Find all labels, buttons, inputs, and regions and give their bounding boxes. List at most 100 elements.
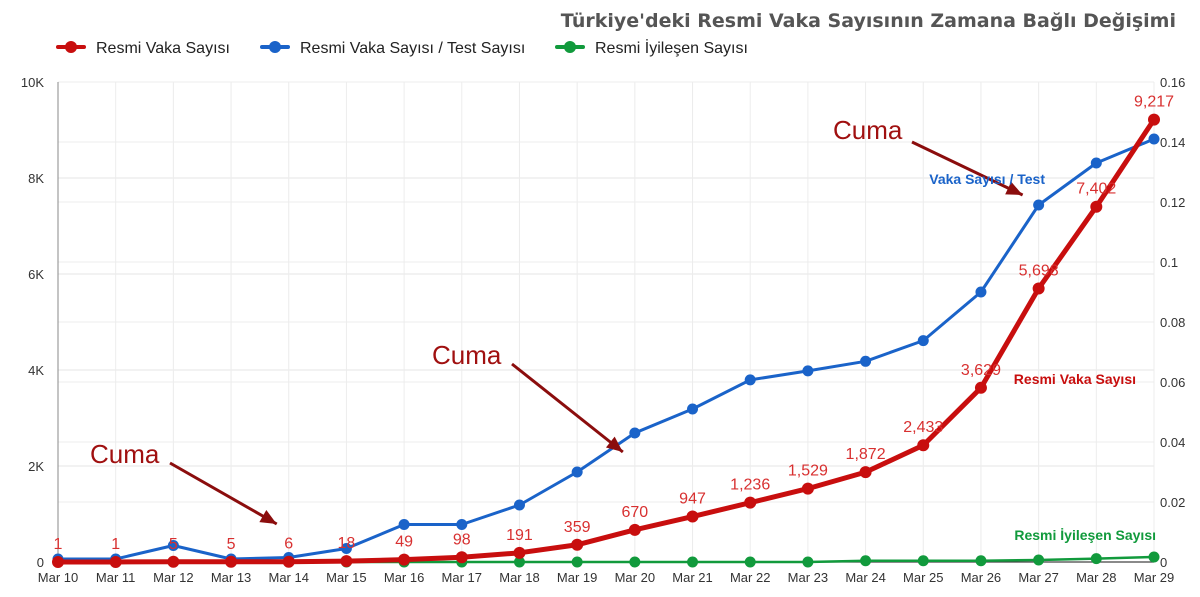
data-point	[974, 381, 987, 394]
data-point	[340, 543, 352, 554]
legend-swatch-dot	[564, 41, 576, 53]
data-point	[744, 374, 756, 386]
data-point	[744, 556, 756, 568]
data-point	[860, 555, 872, 567]
x-tick-label: Mar 20	[615, 570, 655, 585]
annotation-arrow-line	[511, 362, 624, 454]
data-point	[687, 403, 699, 415]
data-point	[340, 555, 353, 568]
data-point	[975, 286, 987, 298]
data-label: 359	[564, 519, 591, 536]
legend-entry: Resmi Vaka Sayısı	[96, 40, 230, 57]
x-tick-label: Mar 12	[153, 570, 193, 585]
data-point	[917, 335, 929, 347]
data-point	[975, 555, 987, 567]
y-left-tick-label: 4K	[28, 363, 44, 378]
x-tick-label: Mar 28	[1076, 570, 1116, 585]
chart-title: Türkiye'deki Resmi Vaka Sayısının Zamana…	[561, 10, 1176, 32]
data-point	[1090, 553, 1102, 565]
series-points	[52, 113, 1160, 568]
data-label: 1	[111, 536, 120, 553]
data-label: 1,236	[730, 477, 770, 494]
x-tick-label: Mar 21	[672, 570, 712, 585]
data-label: 98	[453, 531, 471, 548]
data-point	[744, 496, 757, 509]
x-tick-label: Mar 13	[211, 570, 251, 585]
data-labels: 1 1 5 5 6 18 49 98 191 359 670 947 1,236 1,529 1,872 2,…	[54, 94, 1175, 553]
data-point	[802, 365, 814, 377]
grid	[57, 81, 1155, 563]
legend-swatch-dot	[269, 41, 281, 53]
data-point	[860, 355, 872, 367]
series-inline-label: Resmi İyileşen Sayısı	[1014, 527, 1156, 543]
data-point	[1032, 282, 1045, 295]
data-label: 9,217	[1134, 94, 1174, 111]
y-left-tick-label: 8K	[28, 171, 44, 186]
legend: Resmi Vaka Sayısı Resmi Vaka Sayısı / Tes…	[56, 38, 748, 57]
x-tick-label: Mar 18	[499, 570, 539, 585]
annotation-arrow-line	[911, 140, 1024, 197]
y-right-tick-label: 0.06	[1160, 375, 1185, 390]
data-point	[629, 427, 641, 439]
y-left-tick-label: 10K	[21, 75, 44, 90]
x-tick-label: Mar 14	[269, 570, 309, 585]
data-point	[1148, 133, 1160, 145]
data-point	[167, 540, 179, 551]
data-label: 18	[338, 535, 356, 552]
x-tick-label: Mar 17	[442, 570, 482, 585]
series-lines	[55, 117, 1157, 565]
series-inline-label: Resmi Vaka Sayısı	[1014, 371, 1136, 387]
annotation-arrow-line	[169, 461, 278, 526]
data-point	[513, 499, 525, 511]
data-point	[455, 551, 468, 564]
data-point	[859, 466, 872, 479]
y-right-tick-label: 0.16	[1160, 75, 1185, 90]
annotation-text: Cuma	[90, 439, 160, 469]
data-point	[802, 556, 814, 568]
legend-swatch-dot	[65, 41, 77, 53]
data-point	[629, 556, 641, 568]
data-point	[1033, 199, 1045, 211]
x-tick-label: Mar 27	[1018, 570, 1058, 585]
legend-entry: Resmi Vaka Sayısı / Test Sayısı	[300, 40, 525, 57]
data-label: 49	[395, 534, 413, 551]
x-tick-label: Mar 29	[1134, 570, 1174, 585]
y-right-tick-label: 0.12	[1160, 195, 1185, 210]
data-label: 191	[506, 527, 533, 544]
axes: 0 2K 4K 6K 8K 10K 0 0.02 0.04 0.06 0.08 0.1 0.12 0.14…	[21, 75, 1185, 585]
series-inline-label: Vaka Sayısı / Test	[929, 171, 1045, 187]
data-label: 7,402	[1076, 181, 1116, 198]
data-point	[282, 555, 295, 568]
y-left-tick-label: 6K	[28, 267, 44, 282]
data-point	[167, 555, 180, 568]
data-label: 5	[169, 536, 178, 553]
data-label: 1,529	[788, 463, 828, 480]
y-right-tick-label: 0.14	[1160, 135, 1185, 150]
data-point	[801, 482, 814, 495]
legend-entry: Resmi İyileşen Sayısı	[595, 38, 748, 57]
data-point	[456, 519, 468, 530]
x-tick-label: Mar 10	[38, 570, 78, 585]
data-point	[109, 555, 122, 568]
x-tick-label: Mar 25	[903, 570, 943, 585]
data-point	[628, 523, 641, 536]
x-tick-label: Mar 22	[730, 570, 770, 585]
annotation-arrow-head	[605, 436, 623, 452]
data-point	[571, 466, 583, 478]
data-point	[398, 519, 410, 530]
annotations: Cuma Cuma Cuma Vaka Sayısı / Test Resmi Vaka…	[90, 115, 1156, 543]
data-label: 670	[621, 504, 648, 521]
data-label: 1,872	[846, 446, 886, 463]
data-point	[52, 555, 64, 568]
data-point	[398, 553, 411, 566]
annotation-arrow-head	[259, 509, 277, 524]
y-right-tick-label: 0.08	[1160, 315, 1185, 330]
x-tick-label: Mar 23	[788, 570, 828, 585]
annotation-text: Cuma	[432, 340, 502, 370]
data-point	[1148, 551, 1160, 563]
y-right-tick-label: 0.02	[1160, 495, 1185, 510]
data-point	[917, 555, 929, 567]
x-tick-label: Mar 16	[384, 570, 424, 585]
data-point	[1148, 113, 1160, 126]
